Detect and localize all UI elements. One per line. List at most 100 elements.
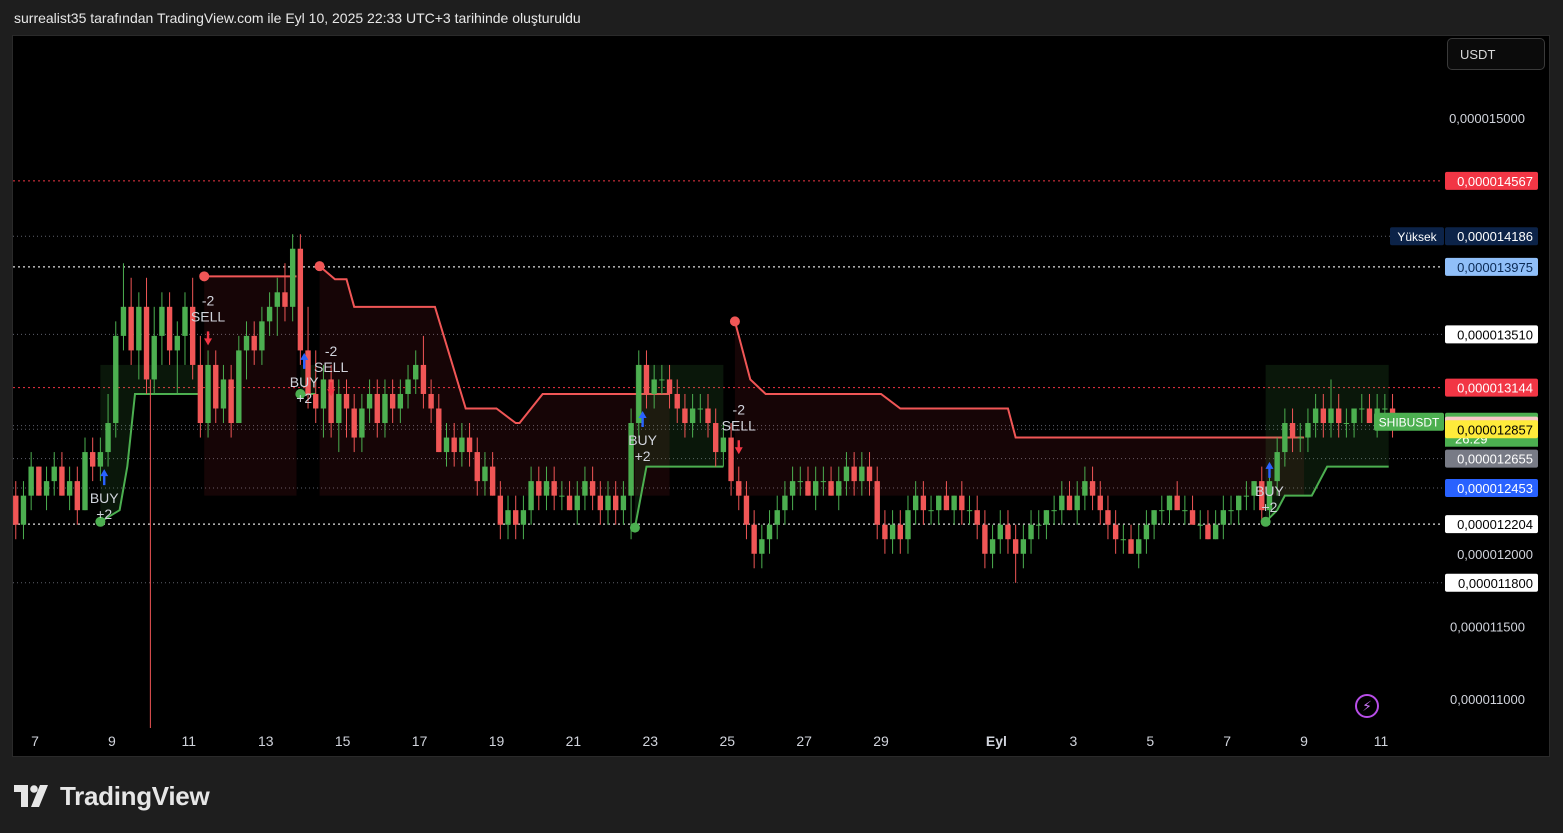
candle-body[interactable]: [1182, 510, 1188, 512]
candle-body[interactable]: [920, 495, 927, 511]
candle-body[interactable]: [505, 510, 511, 525]
candle-body[interactable]: [936, 495, 942, 511]
candle-body[interactable]: [36, 466, 42, 496]
candle-body[interactable]: [1336, 408, 1342, 424]
candle-body[interactable]: [497, 495, 504, 525]
candle-body[interactable]: [597, 495, 604, 511]
candle-body[interactable]: [897, 524, 903, 540]
candle-body[interactable]: [736, 481, 742, 496]
candle-body[interactable]: [359, 408, 365, 438]
candle-body[interactable]: [220, 379, 227, 409]
candle-body[interactable]: [1289, 423, 1296, 438]
candle-body[interactable]: [636, 364, 642, 424]
candle-body[interactable]: [705, 408, 711, 424]
candle-body[interactable]: [405, 379, 411, 394]
candle-body[interactable]: [1205, 524, 1211, 540]
candle-body[interactable]: [812, 481, 819, 496]
tradingview-logo[interactable]: TradingView: [14, 780, 210, 812]
candle-body[interactable]: [1051, 510, 1057, 512]
candle-body[interactable]: [82, 452, 88, 511]
candle-body[interactable]: [1282, 423, 1288, 453]
candle-body[interactable]: [1128, 539, 1134, 554]
candle-body[interactable]: [766, 524, 773, 540]
candle-body[interactable]: [136, 306, 142, 351]
candle-body[interactable]: [743, 495, 750, 525]
candle-body[interactable]: [66, 481, 73, 496]
candle-body[interactable]: [1220, 510, 1227, 525]
candle-body[interactable]: [105, 423, 111, 453]
candle-body[interactable]: [1251, 481, 1257, 496]
candle-body[interactable]: [143, 306, 150, 380]
candle-body[interactable]: [1082, 481, 1088, 496]
candle-body[interactable]: [989, 539, 996, 554]
candle-body[interactable]: [843, 466, 850, 482]
candle-body[interactable]: [1105, 510, 1111, 525]
candle-body[interactable]: [351, 408, 357, 438]
candle-body[interactable]: [805, 481, 811, 496]
candle-body[interactable]: [1305, 423, 1311, 438]
candle-body[interactable]: [236, 350, 242, 424]
candle-body[interactable]: [720, 437, 727, 453]
candle-body[interactable]: [1036, 524, 1042, 526]
candle-body[interactable]: [43, 481, 50, 496]
lightning-icon[interactable]: ⚡: [1355, 694, 1379, 718]
candle-body[interactable]: [1312, 408, 1319, 424]
candle-body[interactable]: [151, 335, 157, 380]
candle-body[interactable]: [1005, 524, 1011, 540]
candle-body[interactable]: [889, 524, 896, 540]
candle-body[interactable]: [1343, 423, 1350, 425]
candle-body[interactable]: [728, 437, 734, 482]
candle-body[interactable]: [328, 379, 334, 424]
candle-body[interactable]: [774, 510, 780, 525]
candle-body[interactable]: [605, 495, 611, 511]
candle-body[interactable]: [174, 335, 180, 351]
candle-body[interactable]: [1066, 495, 1073, 511]
candle-body[interactable]: [912, 495, 919, 511]
candle-body[interactable]: [797, 481, 803, 483]
candle-body[interactable]: [1166, 495, 1173, 511]
candle-body[interactable]: [1189, 510, 1196, 525]
candle-body[interactable]: [682, 408, 688, 424]
chart-frame[interactable]: BUY +2 -2 SELL BUY +2 -2 SELL BUY +2 -2 SELL BUY +2 0,…: [12, 35, 1550, 757]
candle-body[interactable]: [951, 495, 957, 511]
candle-body[interactable]: [159, 306, 165, 336]
candle-body[interactable]: [243, 335, 250, 351]
candle-body[interactable]: [266, 306, 273, 322]
candle-body[interactable]: [959, 495, 965, 511]
candle-body[interactable]: [613, 495, 619, 511]
candle-body[interactable]: [274, 292, 280, 307]
candle-body[interactable]: [582, 481, 588, 496]
candle-body[interactable]: [536, 481, 542, 496]
candle-body[interactable]: [674, 393, 680, 409]
candle-body[interactable]: [120, 306, 127, 336]
candle-body[interactable]: [1151, 510, 1157, 525]
candle-body[interactable]: [928, 510, 934, 512]
candle-body[interactable]: [1259, 481, 1265, 511]
candle-body[interactable]: [113, 335, 119, 424]
candle-body[interactable]: [851, 466, 857, 482]
candle-body[interactable]: [320, 379, 327, 409]
candle-body[interactable]: [451, 437, 457, 453]
candle-body[interactable]: [1320, 408, 1327, 424]
candle-body[interactable]: [966, 510, 973, 512]
candle-body[interactable]: [343, 393, 350, 409]
candle-body[interactable]: [128, 306, 134, 351]
candle-body[interactable]: [297, 248, 304, 351]
candle-body[interactable]: [997, 524, 1003, 540]
candle-body[interactable]: [259, 321, 265, 351]
candle-body[interactable]: [1328, 408, 1334, 424]
candle-body[interactable]: [474, 452, 480, 482]
candle-body[interactable]: [1112, 524, 1119, 540]
candle-body[interactable]: [828, 481, 834, 496]
candle-body[interactable]: [866, 466, 873, 482]
candle-body[interactable]: [482, 466, 488, 482]
candle-body[interactable]: [905, 510, 911, 540]
candle-body[interactable]: [1197, 524, 1203, 526]
candle-body[interactable]: [1097, 495, 1103, 511]
candle-body[interactable]: [1382, 408, 1388, 410]
candle-body[interactable]: [543, 481, 550, 496]
candle-body[interactable]: [13, 495, 19, 525]
candle-body[interactable]: [1020, 539, 1027, 554]
candle-body[interactable]: [251, 335, 257, 351]
candle-body[interactable]: [882, 524, 888, 540]
